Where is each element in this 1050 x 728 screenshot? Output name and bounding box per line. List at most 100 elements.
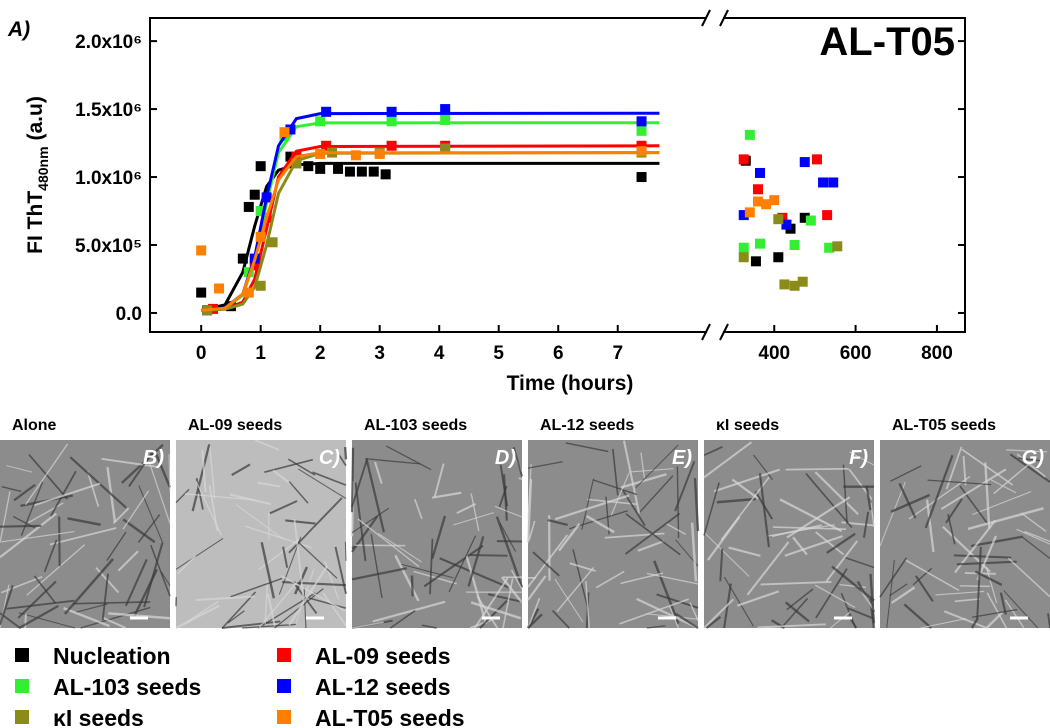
- fibril: [235, 504, 284, 540]
- fibril: [469, 554, 508, 557]
- fibril: [886, 559, 895, 629]
- fibril: [124, 558, 148, 607]
- fibril: [439, 557, 510, 589]
- fibril: [815, 531, 845, 556]
- fibril: [646, 572, 699, 585]
- fibril: [829, 611, 851, 629]
- fibril: [293, 568, 315, 629]
- legend-marker: [15, 679, 29, 693]
- fibril: [394, 554, 420, 602]
- y-axis-title-unit: (a.u): [24, 96, 47, 140]
- fibril: [148, 461, 171, 524]
- legend-text: AL-12 seeds: [315, 674, 451, 700]
- fibril: [414, 499, 423, 520]
- fibril: [908, 475, 971, 520]
- x-tick-label: 1: [255, 343, 266, 364]
- data-point: [781, 219, 792, 230]
- fibril: [501, 576, 523, 604]
- fibril: [556, 566, 595, 612]
- data-point: [321, 140, 332, 151]
- legend-marker: [15, 648, 29, 662]
- fibril: [499, 464, 509, 507]
- panel-letter: D): [495, 447, 516, 469]
- fibril: [619, 598, 689, 625]
- fibril: [956, 560, 1017, 566]
- fibril: [168, 454, 171, 492]
- data-point: [789, 240, 800, 251]
- data-point: [755, 238, 766, 249]
- fibril: [1, 486, 22, 493]
- fit-curve: [201, 151, 660, 312]
- fibril: [106, 531, 127, 561]
- fibril: [527, 461, 563, 469]
- fibril: [971, 608, 1018, 618]
- fibril: [26, 544, 85, 596]
- fibril: [372, 600, 446, 623]
- fibril: [637, 540, 665, 552]
- legend-text: AL-T05 seeds: [315, 705, 465, 728]
- panel-title: AL-T05 seeds: [892, 417, 996, 434]
- fibril: [0, 576, 43, 594]
- fibril: [280, 575, 346, 612]
- fibril: [282, 546, 289, 568]
- fibril: [746, 541, 790, 596]
- data-point: [818, 177, 829, 188]
- fibril: [431, 491, 462, 499]
- fibril: [494, 505, 523, 518]
- fibril: [842, 464, 848, 525]
- fibril: [814, 471, 859, 516]
- micrograph: [703, 440, 876, 630]
- fibril: [924, 454, 954, 529]
- fibril: [153, 449, 172, 488]
- fibril: [959, 585, 990, 588]
- fibril: [80, 606, 151, 629]
- fibril: [935, 590, 985, 596]
- data-point: [196, 287, 207, 298]
- micrograph-background: [704, 440, 874, 628]
- fibril: [288, 565, 329, 626]
- data-point: [636, 172, 647, 183]
- data-point: [799, 157, 810, 168]
- y-tick-label: 1.5x10⁶: [75, 100, 142, 121]
- data-point: [255, 280, 266, 291]
- fibril: [532, 551, 560, 577]
- fibril: [976, 535, 997, 581]
- fibril: [1004, 599, 1025, 629]
- fibril: [86, 470, 100, 507]
- fibril: [961, 448, 1014, 486]
- fibril: [703, 446, 723, 457]
- fibril: [920, 618, 967, 629]
- fibril: [195, 595, 255, 601]
- data-point: [440, 114, 451, 125]
- fibril: [28, 454, 69, 500]
- fibril: [554, 494, 630, 521]
- fibril: [467, 536, 485, 587]
- data-point: [196, 245, 207, 256]
- data-point: [291, 158, 302, 169]
- fibril: [889, 583, 908, 597]
- data-point: [738, 242, 749, 253]
- fibril: [622, 440, 641, 514]
- fibril: [221, 591, 257, 629]
- micrograph: [350, 440, 524, 629]
- fibril: [421, 624, 437, 629]
- fibril: [592, 479, 638, 496]
- fibril: [572, 549, 589, 609]
- fibril: [942, 525, 991, 573]
- data-point: [255, 161, 266, 172]
- fibril: [365, 457, 386, 533]
- fibril: [227, 610, 245, 624]
- fibril: [33, 482, 101, 507]
- fibril: [716, 497, 756, 504]
- fibril: [586, 514, 615, 534]
- fibril: [847, 607, 875, 620]
- data-point: [255, 231, 266, 242]
- data-point: [755, 167, 766, 178]
- fibril: [303, 587, 307, 629]
- fibril: [191, 444, 211, 512]
- micrograph: [0, 440, 172, 629]
- fibril: [640, 452, 646, 479]
- data-point: [386, 140, 397, 151]
- fibril: [344, 541, 347, 561]
